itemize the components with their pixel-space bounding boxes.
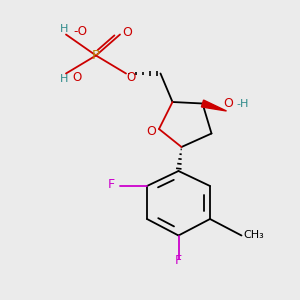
Text: H: H — [60, 24, 69, 34]
Text: O: O — [123, 26, 132, 40]
Text: -O: -O — [73, 25, 87, 38]
Text: O: O — [72, 70, 81, 84]
Text: F: F — [107, 178, 115, 191]
Text: -H: -H — [237, 99, 249, 110]
Text: H: H — [60, 74, 69, 84]
Text: F: F — [175, 254, 182, 268]
Text: O: O — [147, 125, 156, 138]
Text: P: P — [92, 49, 100, 62]
Text: O: O — [223, 97, 233, 110]
Polygon shape — [201, 100, 226, 111]
Text: O: O — [127, 70, 136, 84]
Text: CH₃: CH₃ — [244, 230, 265, 240]
